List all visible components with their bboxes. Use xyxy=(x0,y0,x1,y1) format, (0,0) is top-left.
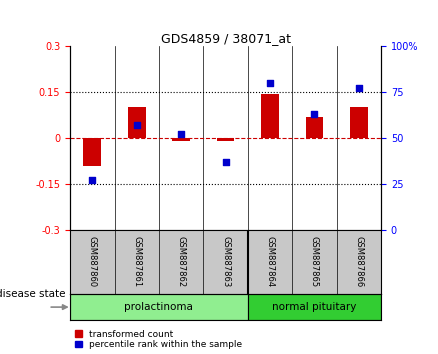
Bar xyxy=(261,93,279,138)
Point xyxy=(133,122,140,128)
Bar xyxy=(128,107,145,138)
Bar xyxy=(217,138,234,141)
Point xyxy=(89,178,96,183)
Text: GSM887865: GSM887865 xyxy=(310,236,319,287)
Point xyxy=(355,86,362,91)
Text: GSM887860: GSM887860 xyxy=(88,236,97,287)
Text: GSM887866: GSM887866 xyxy=(354,236,364,287)
Text: disease state: disease state xyxy=(0,289,66,299)
Point xyxy=(266,80,273,86)
Text: normal pituitary: normal pituitary xyxy=(272,302,357,312)
Bar xyxy=(172,138,190,141)
Bar xyxy=(350,107,368,138)
Bar xyxy=(83,138,101,166)
FancyBboxPatch shape xyxy=(248,294,381,320)
Point xyxy=(222,159,229,165)
Bar xyxy=(306,116,323,138)
Legend: transformed count, percentile rank within the sample: transformed count, percentile rank withi… xyxy=(74,330,242,349)
Text: GSM887861: GSM887861 xyxy=(132,236,141,287)
Point xyxy=(178,132,185,137)
Text: GSM887864: GSM887864 xyxy=(265,236,275,287)
Text: GSM887863: GSM887863 xyxy=(221,236,230,287)
Point xyxy=(311,111,318,117)
FancyBboxPatch shape xyxy=(70,294,248,320)
Text: prolactinoma: prolactinoma xyxy=(124,302,193,312)
Text: GSM887862: GSM887862 xyxy=(177,236,186,287)
Title: GDS4859 / 38071_at: GDS4859 / 38071_at xyxy=(161,32,290,45)
